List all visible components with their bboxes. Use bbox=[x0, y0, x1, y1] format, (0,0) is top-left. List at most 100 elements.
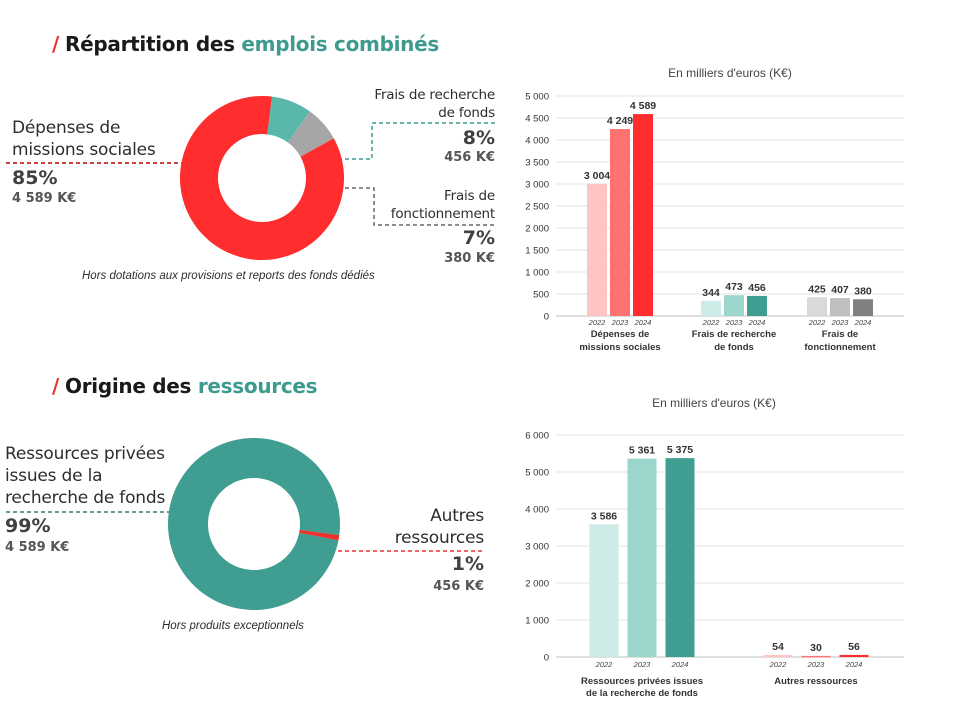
category-label: de fonds bbox=[714, 342, 754, 353]
fonctionnement-line2: fonctionnement bbox=[390, 206, 495, 222]
emplois-unit-label: En milliers d'euros (K€) bbox=[668, 66, 792, 80]
category-label: de la recherche de fonds bbox=[586, 688, 698, 699]
year-tick-label: 2024 bbox=[748, 318, 766, 327]
y-tick-label: 3 000 bbox=[525, 542, 549, 553]
bar-value-label: 54 bbox=[772, 641, 784, 653]
autres-line1: Autres bbox=[430, 506, 484, 526]
category-label: missions sociales bbox=[579, 342, 660, 353]
bar-value-label: 3 586 bbox=[591, 510, 617, 522]
autres-label: Autres ressources bbox=[344, 505, 484, 549]
recherche-line1: Frais de recherche bbox=[374, 87, 495, 103]
ressources-connectors bbox=[6, 508, 484, 555]
y-tick-label: 5 000 bbox=[525, 468, 549, 479]
y-tick-label: 3 000 bbox=[525, 180, 549, 191]
year-tick-label: 2022 bbox=[808, 318, 827, 327]
bar-depenses-de-missions-sociales-2024 bbox=[633, 114, 653, 316]
ressources-donut bbox=[167, 438, 340, 611]
bar-value-label: 5 361 bbox=[629, 445, 655, 457]
missions-pct: 85% bbox=[12, 167, 58, 189]
y-tick-label: 2 000 bbox=[525, 579, 549, 590]
year-tick-label: 2024 bbox=[845, 660, 863, 669]
year-tick-label: 2022 bbox=[702, 318, 721, 327]
category-label: Autres ressources bbox=[774, 676, 857, 687]
autres-value: 456 K€ bbox=[433, 579, 484, 594]
bar-value-label: 56 bbox=[848, 641, 860, 653]
bar-frais-de-recherche-de-fonds-2024 bbox=[747, 295, 767, 316]
autres-pct: 1% bbox=[451, 553, 484, 575]
year-tick-label: 2023 bbox=[633, 660, 652, 669]
year-tick-label: 2023 bbox=[725, 318, 744, 327]
ressources-unit-label: En milliers d'euros (K€) bbox=[652, 396, 776, 410]
year-tick-label: 2024 bbox=[634, 318, 652, 327]
y-tick-label: 1 500 bbox=[525, 246, 549, 257]
privees-line2: issues de la bbox=[5, 466, 103, 486]
recherche-line2: de fonds bbox=[438, 105, 495, 121]
bar-frais-de-fonctionnement-2022 bbox=[807, 297, 827, 316]
bar-value-label: 456 bbox=[748, 282, 766, 294]
y-tick-label: 500 bbox=[533, 290, 549, 301]
bar-ressources-privees-issues-de-la-recherche-de-fonds-2023 bbox=[627, 458, 657, 657]
y-tick-label: 1 000 bbox=[525, 268, 549, 279]
year-tick-label: 2022 bbox=[769, 660, 788, 669]
year-tick-label: 2023 bbox=[611, 318, 630, 327]
bar-ressources-privees-issues-de-la-recherche-de-fonds-2024 bbox=[665, 458, 695, 657]
recherche-value: 456 K€ bbox=[444, 150, 495, 165]
fonctionnement-pct: 7% bbox=[462, 227, 495, 249]
y-tick-label: 3 500 bbox=[525, 158, 549, 169]
y-tick-label: 6 000 bbox=[525, 431, 549, 442]
donut-slice-ressources-privees-issues-de-la-recherche-de-fonds bbox=[167, 438, 340, 611]
privees-line1: Ressources privées bbox=[5, 444, 165, 464]
title-plain: Répartition des bbox=[65, 32, 235, 56]
fonctionnement-value: 380 K€ bbox=[444, 251, 495, 266]
privees-line3: recherche de fonds bbox=[5, 488, 166, 508]
emplois-title: / Répartition des emplois combinés bbox=[52, 32, 439, 56]
y-tick-label: 1 000 bbox=[525, 616, 549, 627]
y-tick-label: 5 000 bbox=[525, 92, 549, 103]
y-tick-label: 0 bbox=[544, 653, 549, 664]
bar-value-label: 380 bbox=[854, 285, 872, 297]
bar-value-label: 30 bbox=[810, 642, 822, 654]
recherche-pct: 8% bbox=[462, 127, 495, 149]
emplois-note: Hors dotations aux provisions et reports… bbox=[82, 270, 375, 282]
y-tick-label: 4 000 bbox=[525, 505, 549, 516]
missions-line2: missions sociales bbox=[12, 140, 156, 160]
privees-value: 4 589 K€ bbox=[5, 540, 70, 555]
title-accent: ressources bbox=[197, 374, 318, 398]
year-tick-label: 2023 bbox=[807, 660, 826, 669]
bar-depenses-de-missions-sociales-2023 bbox=[610, 129, 630, 316]
year-tick-label: 2024 bbox=[671, 660, 689, 669]
y-tick-label: 0 bbox=[544, 312, 549, 323]
category-label: fonctionnement bbox=[804, 342, 876, 353]
donut-slice-depenses-de-missions-sociales bbox=[179, 95, 344, 260]
fonctionnement-connector bbox=[324, 187, 496, 226]
category-label: Ressources privées issues bbox=[581, 676, 703, 687]
bar-autres-ressources-2022 bbox=[763, 655, 793, 657]
bar-frais-de-recherche-de-fonds-2022 bbox=[701, 300, 721, 316]
ressources-bar-chart: 0 1 000 2 000 3 000 4 000 5 000 6 000 3 586 2022… bbox=[525, 431, 904, 699]
category-label: Frais de recherche bbox=[692, 329, 777, 340]
donut-slice-frais-de-fonctionnement bbox=[287, 111, 334, 157]
bar-value-label: 407 bbox=[831, 284, 849, 296]
missions-line1: Dépenses de bbox=[12, 118, 121, 138]
recherche-label: Frais de recherche de fonds bbox=[335, 86, 495, 122]
fonctionnement-line1: Frais de bbox=[444, 188, 495, 204]
privees-label: Ressources privées issues de la recherch… bbox=[5, 443, 165, 509]
title-plain: Origine des bbox=[65, 374, 192, 398]
bar-value-label: 425 bbox=[808, 283, 826, 295]
bar-autres-ressources-2024 bbox=[839, 654, 869, 657]
year-tick-label: 2022 bbox=[595, 660, 614, 669]
y-tick-label: 2 000 bbox=[525, 224, 549, 235]
y-tick-label: 4 000 bbox=[525, 136, 549, 147]
category-label: Frais de bbox=[822, 329, 858, 340]
fonctionnement-label: Frais de fonctionnement bbox=[335, 187, 495, 223]
y-tick-label: 4 500 bbox=[525, 114, 549, 125]
bar-value-label: 473 bbox=[725, 281, 743, 293]
year-tick-label: 2022 bbox=[588, 318, 607, 327]
bar-frais-de-fonctionnement-2023 bbox=[830, 298, 850, 316]
bar-value-label: 4 249 bbox=[607, 115, 633, 127]
bar-value-label: 344 bbox=[702, 287, 720, 299]
missions-value: 4 589 K€ bbox=[12, 191, 77, 206]
ressources-title: / Origine des ressources bbox=[52, 374, 318, 398]
donut-slice-frais-de-recherche-de-fonds bbox=[267, 96, 310, 143]
category-label: Dépenses de bbox=[591, 329, 650, 340]
